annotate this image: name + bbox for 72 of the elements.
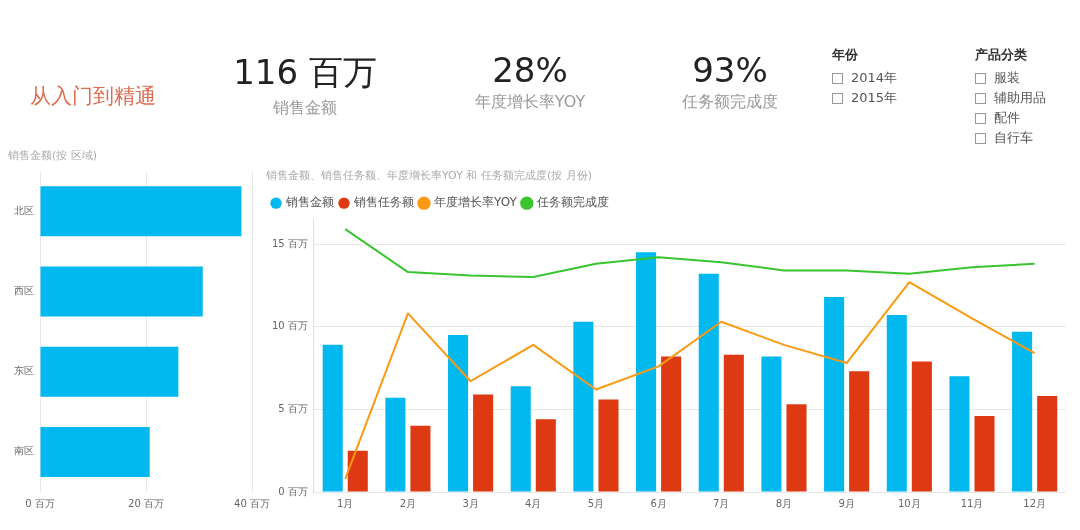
y-tick-label: 北区 (14, 204, 34, 216)
text: 年份 (832, 46, 859, 64)
bar (40, 346, 179, 397)
x-tick-label: 40 百万 (234, 497, 270, 509)
bar (40, 266, 203, 317)
bar (1037, 396, 1058, 492)
x-tick-label: 11月 (960, 497, 984, 509)
y-tick-label: 10 百万 (272, 320, 308, 332)
bar (535, 419, 556, 492)
bar (949, 376, 970, 492)
bar (598, 399, 619, 492)
x-tick-label: 0 百万 (25, 497, 55, 509)
bar (636, 252, 657, 492)
bar (886, 315, 907, 492)
x-tick-label: 6月 (650, 497, 667, 509)
bar (510, 386, 531, 492)
legend-label: 年度增长率YOY (434, 195, 518, 210)
legend-label: 销售金额 (285, 195, 334, 210)
x-tick-label: 4月 (525, 497, 542, 509)
x-tick-label: 10月 (897, 497, 921, 509)
text: 产品分类 (975, 46, 1028, 64)
bar (698, 273, 719, 492)
bar (849, 371, 870, 492)
legend-label: 销售任务额 (353, 195, 414, 210)
text: 2015年 (851, 89, 898, 107)
chart-title: 销售金额(按 区域) (7, 149, 98, 163)
x-tick-label: 8月 (775, 497, 793, 509)
text: 销售金额 (272, 98, 338, 119)
x-tick-label: 12月 (1023, 497, 1047, 509)
bar (661, 356, 682, 492)
text: 从入门到精通 (30, 83, 157, 110)
text: 116 百万 (232, 51, 378, 94)
bar (723, 354, 744, 492)
x-tick-label: 7月 (713, 497, 730, 509)
bar (786, 404, 807, 492)
text: 任务额完成度 (681, 92, 779, 113)
y-tick-label: 5 百万 (278, 402, 308, 414)
bar (448, 334, 469, 492)
bar (385, 397, 406, 492)
bar (761, 356, 782, 492)
x-tick-label: 5月 (587, 497, 605, 509)
y-tick-label: 西区 (14, 285, 34, 297)
legend-label: 任务额完成度 (535, 195, 609, 210)
bar (974, 415, 995, 492)
bar (911, 361, 932, 492)
bar (40, 186, 242, 237)
bar (573, 321, 594, 492)
text: 配件 (994, 109, 1020, 127)
x-tick-label: 2月 (399, 497, 417, 509)
bar (410, 425, 431, 492)
bar (40, 426, 150, 477)
y-tick-label: 东区 (14, 365, 34, 377)
bar (322, 344, 343, 492)
chart-title: 销售金额、销售任务额、年度增长率YOY 和 任务额完成度(按 月份) (265, 169, 592, 183)
x-tick-label: 3月 (462, 497, 479, 509)
text: 服装 (994, 69, 1020, 87)
text: 辅助用品 (994, 89, 1046, 107)
bar (1012, 331, 1033, 492)
text: 年度增长率YOY (473, 92, 587, 113)
bar (347, 450, 368, 492)
y-tick-label: 0 百万 (278, 485, 308, 497)
y-tick-label: 15 百万 (272, 237, 308, 249)
y-tick-label: 南区 (14, 445, 34, 457)
x-tick-label: 1月 (337, 497, 354, 509)
x-tick-label: 20 百万 (128, 497, 164, 509)
bar (473, 394, 494, 492)
bar (824, 296, 845, 492)
text: 28% (491, 50, 569, 90)
text: 自行车 (994, 129, 1033, 147)
x-tick-label: 9月 (838, 497, 855, 509)
text: 2014年 (851, 69, 898, 87)
text: 93% (692, 50, 768, 90)
